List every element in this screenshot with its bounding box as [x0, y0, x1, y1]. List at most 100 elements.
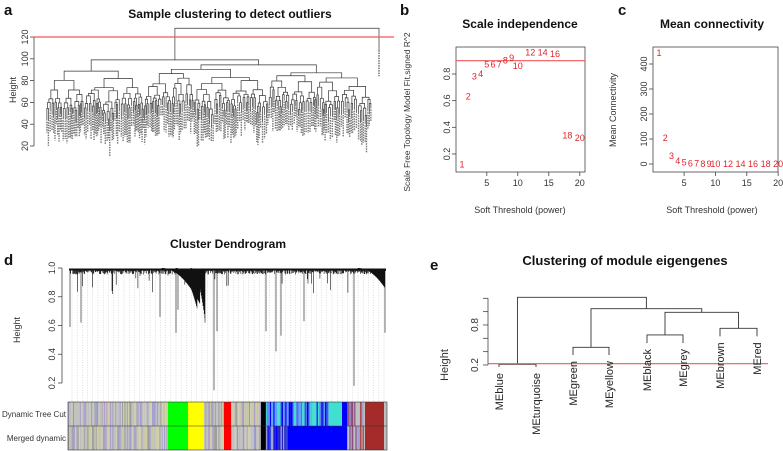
panel-c-title: Mean connectivity	[660, 17, 764, 31]
merged-dynamic-segment	[98, 426, 100, 450]
dynamic-tree-cut-segment	[207, 402, 209, 426]
dynamic-tree-cut-segment	[284, 402, 286, 426]
data-point-3: 3	[669, 151, 674, 161]
dynamic-tree-cut-segment	[347, 402, 349, 426]
dynamic-tree-cut-segment	[301, 402, 303, 426]
merged-dynamic-segment	[96, 426, 99, 450]
dynamic-tree-cut-segment	[266, 402, 268, 426]
merged-dynamic-segment	[93, 426, 95, 450]
dynamic-tree-cut-segment	[316, 402, 318, 426]
merged-dynamic-segment	[253, 426, 256, 450]
merged-dynamic-segment	[259, 426, 262, 450]
dynamic-tree-cut-segment	[313, 402, 315, 426]
merged-dynamic-segment	[250, 426, 252, 450]
merged-dynamic-segment	[211, 426, 213, 450]
dynamic-tree-cut-segment	[161, 402, 163, 426]
merged-dynamic-segment	[87, 426, 89, 450]
dynamic-tree-cut-segment	[72, 402, 75, 426]
dynamic-tree-cut-segment	[147, 402, 149, 426]
dynamic-tree-cut-segment	[106, 402, 108, 426]
merged-dynamic-segment	[353, 426, 355, 450]
merged-dynamic-segment	[232, 426, 234, 450]
data-point-20: 20	[575, 133, 585, 143]
y-tick-label: 100	[639, 131, 649, 146]
merged-dynamic-segment	[223, 426, 225, 450]
dynamic-tree-cut-segment	[250, 402, 252, 426]
panel-b-xlabel: Soft Threshold (power)	[474, 205, 565, 215]
dynamic-tree-cut-segment	[222, 402, 224, 426]
y-tick-label: 0.2	[470, 358, 481, 372]
merged-dynamic-segment	[206, 426, 208, 450]
dynamic-tree-cut-segment	[83, 402, 85, 426]
dynamic-tree-cut-segment	[84, 402, 87, 426]
leaf-label-MEgrey: MEgrey	[678, 348, 690, 386]
data-point-5: 5	[484, 60, 489, 70]
merged-dynamic-segment	[152, 426, 154, 450]
merged-dynamic-segment	[348, 426, 350, 450]
merged-dynamic-segment	[72, 426, 75, 450]
merged-dynamic-segment	[214, 426, 217, 450]
dynamic-tree-cut-segment	[237, 402, 239, 426]
dynamic-tree-cut-segment	[244, 402, 246, 426]
x-tick-label: 20	[773, 178, 783, 188]
dendrogram-branches	[46, 27, 380, 131]
panel-a-dendrogram: 20 40 60 80 100 120	[20, 27, 394, 157]
dendrogram-branches	[69, 268, 386, 391]
dynamic-tree-cut-segment	[304, 402, 306, 426]
dynamic-tree-cut-segment	[285, 402, 287, 426]
dynamic-tree-cut-segment	[95, 402, 97, 426]
merged-dynamic-segment	[153, 426, 155, 450]
dynamic-tree-cut-segment	[81, 402, 83, 426]
x-tick-label: 5	[484, 178, 489, 188]
dynamic-tree-cut-segment	[107, 402, 109, 426]
dynamic-tree-cut-segment	[295, 402, 297, 426]
merged-dynamic-segment	[135, 426, 137, 450]
dynamic-tree-cut-segment	[214, 402, 217, 426]
dynamic-tree-cut-segment	[70, 402, 72, 426]
dynamic-tree-cut-segment	[74, 402, 76, 426]
dynamic-tree-cut-segment	[258, 402, 260, 426]
panel-letter-e: e	[430, 257, 438, 274]
dynamic-tree-cut-segment	[123, 402, 125, 426]
dynamic-tree-cut-segment	[321, 402, 323, 426]
dynamic-tree-cut-segment	[350, 402, 352, 426]
dynamic-tree-cut-segment	[234, 402, 236, 426]
panel-d-dendrogram: 0.2 0.4 0.6 0.8 1.0	[47, 262, 388, 451]
merged-dynamic-segment	[252, 426, 254, 450]
dynamic-tree-cut-segment	[114, 402, 117, 426]
dynamic-tree-cut-segment	[326, 402, 328, 426]
data-point-7: 7	[694, 159, 699, 169]
dynamic-tree-cut-segment	[142, 402, 144, 426]
dynamic-tree-cut-segment	[289, 402, 291, 426]
y-tick-label: 120	[20, 29, 30, 44]
dynamic-tree-cut-segment	[120, 402, 123, 426]
merged-dynamic-segment	[68, 426, 70, 450]
dynamic-tree-cut-segment	[166, 402, 168, 426]
dynamic-tree-cut-segment	[293, 402, 296, 426]
data-point-6: 6	[688, 158, 693, 168]
merged-dynamic-segment	[220, 426, 223, 450]
merged-dynamic-segment	[208, 426, 211, 450]
dynamic-tree-cut-segment	[131, 402, 133, 426]
dynamic-tree-cut-segment	[365, 402, 384, 426]
dynamic-tree-cut-segment	[314, 402, 316, 426]
data-point-9: 9	[707, 159, 712, 169]
dynamic-tree-cut-segment	[137, 402, 139, 426]
dynamic-tree-cut-segment	[148, 402, 150, 426]
merged-dynamic-segment	[266, 426, 268, 450]
dynamic-tree-cut-segment	[158, 402, 160, 426]
data-point-10: 10	[513, 61, 523, 71]
merged-dynamic-segment	[110, 426, 112, 450]
merged-dynamic-segment	[84, 426, 87, 450]
dynamic-tree-cut-segment	[208, 402, 211, 426]
y-tick-label: 0.8	[47, 290, 57, 303]
data-point-8: 8	[503, 56, 508, 66]
dynamic-tree-cut-segment	[309, 402, 311, 426]
dynamic-tree-cut-segment	[280, 402, 282, 426]
dynamic-tree-cut-segment	[113, 402, 115, 426]
merged-dynamic-segment	[92, 426, 94, 450]
dynamic-tree-cut-segment	[315, 402, 317, 426]
merged-dynamic-segment	[130, 426, 132, 450]
data-point-14: 14	[736, 159, 746, 169]
dynamic-tree-cut-segment	[327, 402, 329, 426]
